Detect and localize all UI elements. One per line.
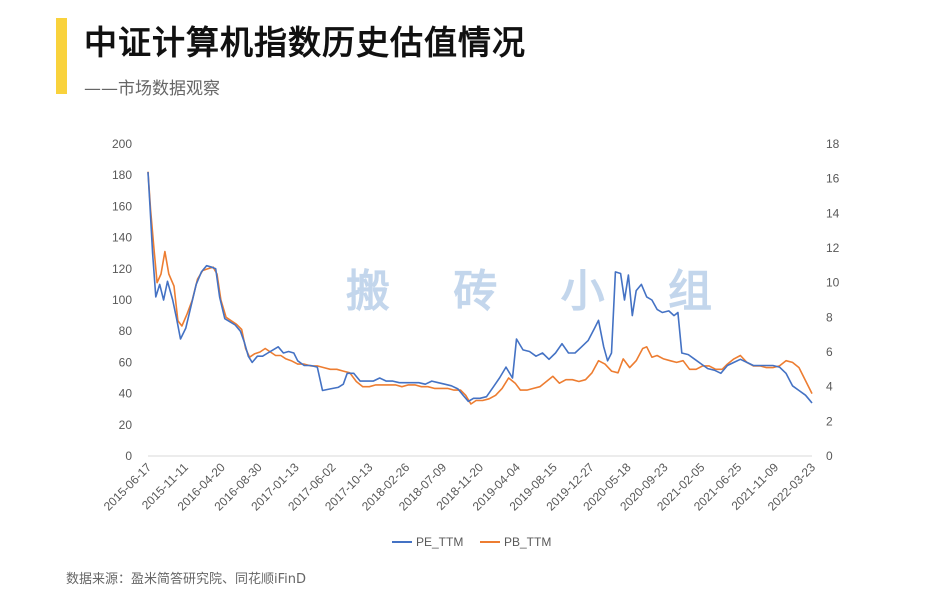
legend-label-pb-ttm: PB_TTM	[504, 535, 551, 549]
right-y-tick-label: 16	[826, 172, 840, 186]
right-y-tick-label: 8	[826, 310, 833, 324]
page-title: 中证计算机指数历史估值情况	[84, 23, 526, 62]
title-accent-bar	[56, 18, 67, 94]
right-y-tick-label: 4	[826, 380, 833, 394]
left-y-tick-label: 160	[112, 199, 132, 213]
left-y-tick-label: 140	[112, 231, 132, 245]
right-y-tick-label: 18	[826, 137, 840, 151]
right-y-tick-label: 0	[826, 449, 833, 463]
left-y-tick-label: 100	[112, 293, 132, 307]
x-axis: 2015-06-172015-11-112016-04-202016-08-30…	[101, 460, 819, 514]
data-source-note: 数据来源：盈米简答研究院、同花顺iFinD	[66, 572, 307, 587]
legend-label-pe-ttm: PE_TTM	[416, 535, 463, 549]
right-y-axis: 0 2 4 6 8 10 12 14 16 18	[826, 137, 840, 463]
right-y-tick-label: 14	[826, 206, 840, 220]
right-y-tick-label: 12	[826, 241, 840, 255]
series-layer	[147, 171, 813, 405]
left-y-tick-label: 80	[119, 324, 133, 338]
series-line-pe-ttm	[147, 172, 813, 404]
left-y-tick-label: 120	[112, 262, 132, 276]
right-y-tick-label: 2	[826, 414, 833, 428]
left-y-tick-label: 60	[119, 355, 133, 369]
left-y-tick-label: 200	[112, 137, 132, 151]
watermark-text: 搬 砖 小 组	[346, 266, 736, 317]
left-y-tick-label: 20	[119, 418, 133, 432]
left-y-tick-label: 40	[119, 387, 133, 401]
right-y-tick-label: 10	[826, 276, 840, 290]
chart-legend: PE_TTM PB_TTM	[392, 535, 551, 549]
left-y-tick-label: 180	[112, 168, 132, 182]
page-subtitle: ——市场数据观察	[84, 79, 220, 99]
right-y-tick-label: 6	[826, 345, 833, 359]
series-line-pb-ttm	[147, 171, 813, 405]
left-y-axis: 0 20 40 60 80 100 120 140 160 180 200	[112, 137, 132, 463]
left-y-tick-label: 0	[125, 449, 132, 463]
